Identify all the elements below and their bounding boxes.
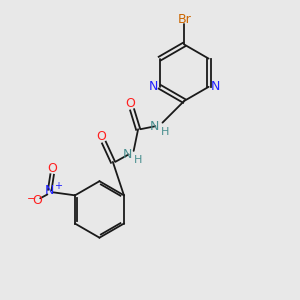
Text: O: O [47,162,57,175]
Text: H: H [161,127,170,136]
Text: N: N [45,184,54,197]
Text: O: O [126,98,136,110]
Text: O: O [32,194,42,207]
Text: Br: Br [177,13,191,26]
Text: N: N [211,80,220,93]
Text: N: N [148,80,158,93]
Text: H: H [134,155,142,165]
Text: −: − [27,194,37,204]
Text: N: N [123,148,132,161]
Text: +: + [54,181,62,191]
Text: N: N [149,120,159,133]
Text: O: O [96,130,106,143]
